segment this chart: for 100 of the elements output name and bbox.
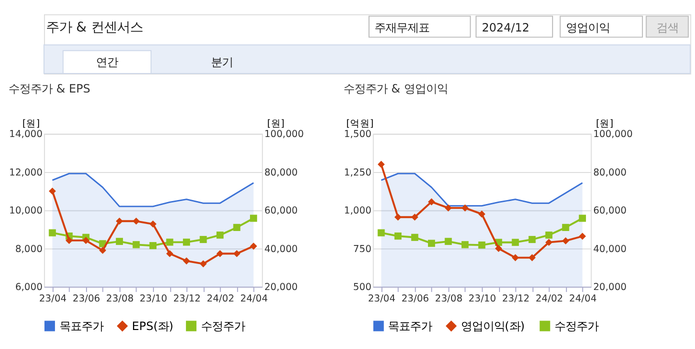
point <box>233 250 240 258</box>
point <box>48 229 56 236</box>
legend-label: 수정주가 <box>554 318 598 333</box>
legend-label: 영업이익(좌) <box>460 318 525 333</box>
point <box>149 242 156 250</box>
x-tick-label: 23/06 <box>401 294 429 305</box>
point <box>394 232 402 240</box>
point <box>495 244 502 252</box>
point <box>562 237 570 244</box>
point <box>444 204 452 212</box>
legend-label: 목표주가 <box>59 318 104 333</box>
legend-label: 목표주가 <box>388 318 432 333</box>
y2-tick-label: 80,000 <box>264 167 298 178</box>
point <box>132 241 140 248</box>
y2-tick-label: 100,000 <box>593 129 633 140</box>
x-tick-label: 23/06 <box>72 294 100 305</box>
point <box>182 238 190 246</box>
x-tick-label: 23/12 <box>502 294 530 305</box>
y-tick-label: 8,000 <box>15 244 43 255</box>
y2-tick-label: 40,000 <box>264 244 298 255</box>
x-tick-label: 23/04 <box>39 294 67 305</box>
y-tick-label: 1,250 <box>344 167 372 178</box>
point <box>545 232 552 239</box>
point <box>182 257 190 264</box>
point <box>166 250 174 258</box>
y-tick-label: 10,000 <box>9 206 43 217</box>
point <box>512 238 519 246</box>
y-tick-label: 1,000 <box>344 206 372 217</box>
y2-tick-label: 20,000 <box>264 282 298 294</box>
y-tick-label: 6,000 <box>15 282 43 294</box>
x-tick-label: 24/04 <box>240 294 268 305</box>
x-tick-label: 23/10 <box>140 294 168 305</box>
y2-axis-title: [원] <box>596 118 614 130</box>
point <box>394 214 402 221</box>
text: 주가 & 컨센서스 <box>46 20 143 36</box>
point <box>528 236 536 244</box>
y2-tick-label: 60,000 <box>264 206 298 217</box>
point <box>216 232 224 239</box>
point <box>411 234 418 241</box>
y-tick-label: 12,000 <box>9 167 43 178</box>
point <box>462 204 469 212</box>
x-tick-label: 23/08 <box>435 294 463 305</box>
point <box>411 214 418 221</box>
point <box>528 254 536 262</box>
chart-title: 수정주가 & EPS <box>8 82 90 96</box>
point <box>428 198 436 206</box>
y-tick-label: 1,500 <box>344 129 372 140</box>
text: 영업이익 <box>566 20 610 34</box>
point <box>478 241 486 249</box>
point <box>48 188 56 195</box>
point <box>378 160 385 168</box>
y-tick-label: 500 <box>353 282 372 294</box>
y2-tick-label: 40,000 <box>593 244 627 255</box>
point <box>250 214 258 222</box>
x-tick-label: 24/02 <box>206 294 234 305</box>
point <box>562 224 570 231</box>
text: 2024/12 <box>482 20 530 34</box>
x-tick-label: 23/12 <box>173 294 201 305</box>
point <box>250 242 258 250</box>
point <box>200 260 207 268</box>
point <box>99 246 106 254</box>
point <box>578 232 586 240</box>
y-tick-label: 14,000 <box>9 129 43 140</box>
point <box>578 214 586 222</box>
y2-tick-label: 60,000 <box>593 206 627 217</box>
point <box>512 254 519 262</box>
point <box>444 238 452 245</box>
point <box>132 218 140 225</box>
legend-label: EPS(좌) <box>132 318 174 333</box>
x-tick-label: 23/10 <box>468 294 496 305</box>
x-tick-label: 24/04 <box>569 294 597 305</box>
y2-tick-label: 100,000 <box>264 129 304 140</box>
point <box>428 240 436 247</box>
text: 주재무제표 <box>374 20 430 34</box>
y-axis-title: [억원] <box>346 118 374 130</box>
point <box>462 241 469 248</box>
chart-title: 수정주가 & 영업이익 <box>344 82 448 96</box>
point <box>82 236 90 244</box>
x-tick-label: 24/02 <box>536 294 564 305</box>
point <box>66 236 73 244</box>
point <box>116 238 123 245</box>
y2-tick-label: 20,000 <box>593 282 627 294</box>
text: 연간 <box>96 54 118 69</box>
point <box>200 236 207 244</box>
y-axis-title: [원] <box>22 118 40 130</box>
y-tick-label: 750 <box>353 244 372 255</box>
legend-label: 수정주가 <box>200 318 245 333</box>
text: 분기 <box>210 54 233 69</box>
point <box>545 238 552 246</box>
point <box>166 238 174 246</box>
point <box>116 218 123 225</box>
point <box>149 220 156 228</box>
point <box>478 210 486 218</box>
point <box>216 250 224 258</box>
x-tick-label: 23/08 <box>106 294 134 305</box>
point <box>233 224 240 231</box>
y2-axis-title: [원] <box>267 118 285 130</box>
y2-tick-label: 80,000 <box>593 167 627 178</box>
point <box>378 229 385 236</box>
x-tick-label: 23/04 <box>368 294 396 305</box>
